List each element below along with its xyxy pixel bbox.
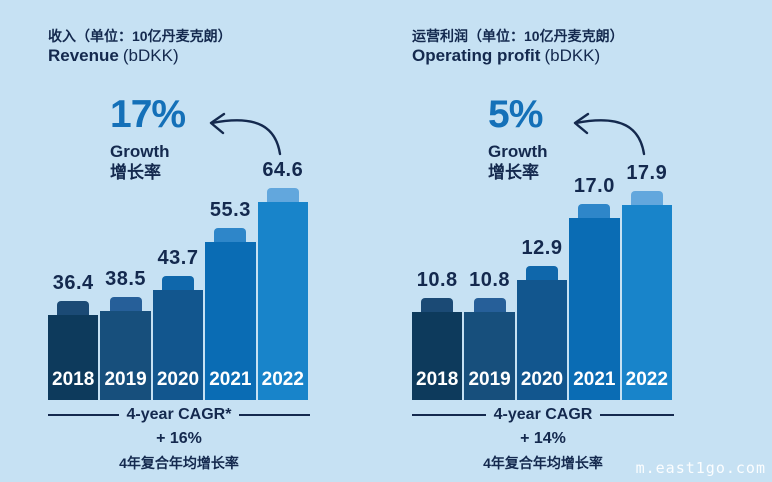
growth-label-zh: 增长率 (110, 163, 161, 183)
cagr-footer: 4-year CAGR* + 16% 4年复合年均增长率 (48, 406, 310, 473)
cagr-value: + 16% (156, 430, 202, 447)
chart-title-zh-unit: （单位：10亿丹麦克朗） (468, 28, 624, 44)
chart-title-zh: 收入 (48, 28, 76, 44)
chart-title-en-unit: (bDKK) (122, 46, 179, 66)
bar-cap (421, 298, 454, 312)
growth-annotation: 17% Growth 增长率 (110, 93, 186, 184)
bar (569, 218, 620, 400)
chart-title-en: Revenue (48, 46, 119, 66)
chart-title-zh: 运营利润 (412, 28, 468, 44)
cagr-label: 4-year CAGR (493, 406, 593, 423)
bar-year-label: 2020 (520, 369, 564, 390)
divider-line (239, 414, 310, 416)
bar-group-2022: 17.9 2022 (621, 0, 672, 400)
bar-chart-operating-profit: 10.8 2018 10.8 2019 12.9 2020 17.0 2021 17.9 2022 (412, 0, 674, 400)
curved-arrow-icon (209, 112, 282, 156)
divider-line (412, 414, 486, 416)
bar-group-2019: 38.5 2019 (100, 0, 151, 400)
bar-value-label: 10.8 (416, 269, 458, 291)
bar-year-label: 2021 (573, 369, 616, 390)
bar (152, 290, 204, 400)
bar-cap (214, 228, 247, 242)
bar-chart-revenue: 36.4 2018 38.5 2019 43.7 2020 55.3 2021 64.6 2022 (48, 0, 310, 400)
bar-value-label: 17.9 (626, 162, 668, 184)
bar-cap (473, 298, 506, 312)
bar-year-label: 2021 (209, 369, 252, 390)
bar-year-label: 2018 (52, 369, 95, 390)
chart-title-en-unit: (bDKK) (544, 46, 601, 66)
bar (48, 315, 99, 400)
cagr-value: + 14% (520, 430, 566, 447)
cagr-footer: 4-year CAGR + 14% 4年复合年均增长率 (412, 406, 675, 473)
bar-cap (266, 188, 299, 202)
chart-revenue: 收入（单位：10亿丹麦克朗） Revenue (bDKK) 17% Growth … (48, 0, 310, 482)
bar (464, 312, 515, 400)
cagr-label-zh: 4年复合年均增长率 (119, 455, 239, 471)
chart-title: 收入（单位：10亿丹麦克朗） Revenue (bDKK) (48, 27, 232, 67)
bar-cap (630, 191, 663, 205)
growth-label-en: Growth (110, 142, 170, 161)
growth-label-en: Growth (488, 142, 548, 161)
bar-year-label: 2019 (468, 369, 511, 390)
divider-line (600, 414, 675, 416)
bar-cap (578, 204, 611, 218)
bar-value-label: 36.4 (52, 272, 94, 294)
bar (412, 312, 463, 400)
bar-group-2021: 55.3 2021 (205, 0, 256, 400)
bar (257, 202, 308, 400)
bar-year-label: 2020 (156, 369, 200, 390)
bar-value-label: 55.3 (209, 199, 251, 221)
bar-group-2020: 43.7 2020 (152, 0, 204, 400)
growth-annotation: 5% Growth 增长率 (488, 95, 548, 184)
watermark: m.east1go.com (635, 459, 766, 477)
bar-year-label: 2019 (104, 369, 147, 390)
bar (516, 280, 568, 400)
bar-group-2019: 10.8 2019 (464, 0, 515, 400)
bar-value-label: 12.9 (521, 237, 563, 259)
bar-group-2022: 64.6 2022 (257, 0, 308, 400)
bar-group-2018: 10.8 2018 (412, 0, 463, 400)
bar-cap (109, 297, 142, 311)
bar-group-2021: 17.0 2021 (569, 0, 620, 400)
chart-title-en: Operating profit (412, 46, 541, 66)
bar-year-label: 2022 (261, 369, 304, 390)
chart-title: 运营利润（单位：10亿丹麦克朗） Operating profit (bDKK) (412, 27, 624, 67)
growth-percentage: 17% (110, 93, 186, 136)
bar-value-label: 17.0 (573, 175, 615, 197)
bar-value-label: 43.7 (157, 247, 199, 269)
bar-cap (161, 276, 194, 290)
bar-year-label: 2022 (625, 369, 668, 390)
bar-group-2020: 12.9 2020 (516, 0, 568, 400)
divider-line (48, 414, 119, 416)
bar (621, 205, 672, 400)
bar-cap (57, 301, 90, 315)
bar-value-label: 10.8 (469, 269, 511, 291)
chart-title-zh-unit: （单位：10亿丹麦克朗） (76, 28, 232, 44)
curved-arrow-icon (573, 112, 646, 156)
bar-cap (525, 266, 558, 280)
bar-value-label: 38.5 (105, 268, 147, 290)
bar (205, 242, 256, 400)
growth-percentage: 5% (488, 93, 543, 136)
cagr-label-zh: 4年复合年均增长率 (483, 455, 603, 471)
growth-label-zh: 增长率 (488, 163, 539, 183)
bar (100, 311, 151, 400)
chart-operating-profit: 运营利润（单位：10亿丹麦克朗） Operating profit (bDKK) … (412, 0, 675, 482)
bar-group-2018: 36.4 2018 (48, 0, 99, 400)
cagr-label: 4-year CAGR* (126, 406, 232, 423)
bar-value-label: 64.6 (262, 159, 304, 181)
bar-year-label: 2018 (416, 369, 459, 390)
